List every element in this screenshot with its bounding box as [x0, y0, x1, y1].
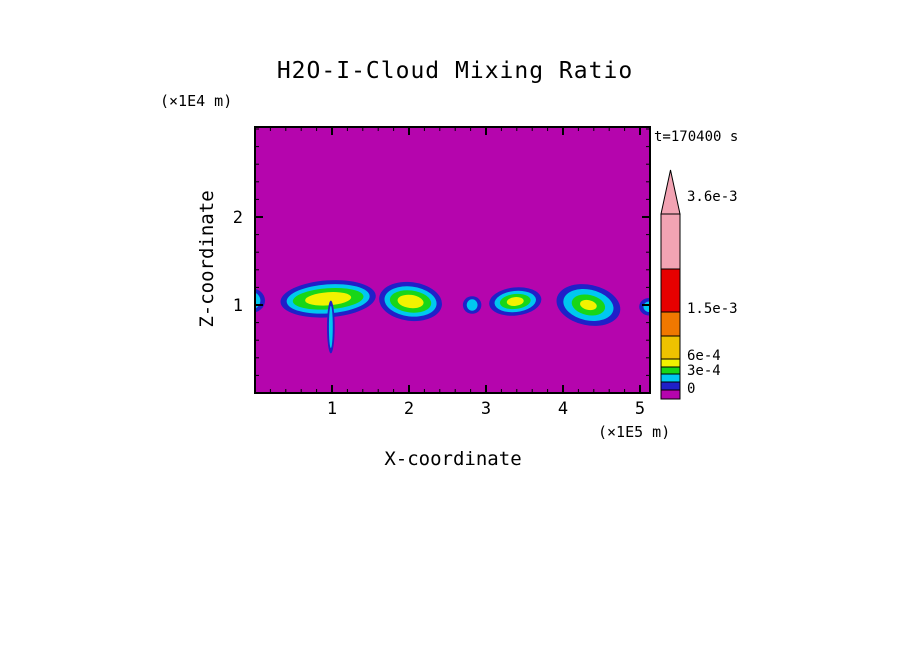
- cloud-layer: [397, 294, 424, 309]
- colorbar-segment: [660, 358, 681, 368]
- colorbar-label: 3.6e-3: [687, 189, 738, 205]
- colorbar-label: 3e-4: [687, 363, 721, 379]
- colorbar-segment: [660, 373, 681, 383]
- cloud-layer: [255, 292, 261, 309]
- x-axis-unit-label: (×1E5 m): [598, 423, 671, 441]
- colorbar-segment: [660, 311, 681, 337]
- x-axis-title: X-coordinate: [384, 448, 522, 470]
- cloud-layer: [328, 305, 333, 349]
- plot-background: [255, 127, 650, 393]
- cloud-layer: [466, 299, 478, 311]
- time-label: t=170400 s: [654, 129, 739, 145]
- colorbar-arrow: [660, 169, 681, 215]
- x-tick-label: 5: [635, 399, 645, 419]
- x-tick-label: 3: [481, 399, 491, 419]
- colorbar-label: 1.5e-3: [687, 301, 738, 317]
- z-axis-title: Z-coordinate: [196, 190, 218, 328]
- z-tick-label: 1: [233, 296, 243, 316]
- colorbar-segment: [660, 366, 681, 375]
- plot-border: [254, 126, 651, 394]
- colorbar-label: 0: [687, 381, 696, 397]
- cloud-contours: [255, 280, 650, 354]
- colorbar-label: 6e-4: [687, 348, 721, 364]
- z-tick-label: 2: [233, 208, 243, 228]
- chart-title: H2O-I-Cloud Mixing Ratio: [276, 58, 634, 84]
- x-tick-label: 4: [558, 399, 568, 419]
- cloud-layer: [305, 292, 352, 306]
- x-tick-label: 2: [404, 399, 414, 419]
- z-axis-unit-label: (×1E4 m): [160, 92, 233, 110]
- colorbar-segment: [660, 389, 681, 400]
- colorbar-segment: [660, 381, 681, 391]
- colorbar-segment: [660, 268, 681, 313]
- colorbar-segment: [660, 335, 681, 360]
- x-tick-label: 1: [327, 399, 337, 419]
- cloud-layer: [506, 297, 524, 306]
- colorbar-segment: [660, 213, 681, 270]
- cloud-layer: [580, 299, 597, 311]
